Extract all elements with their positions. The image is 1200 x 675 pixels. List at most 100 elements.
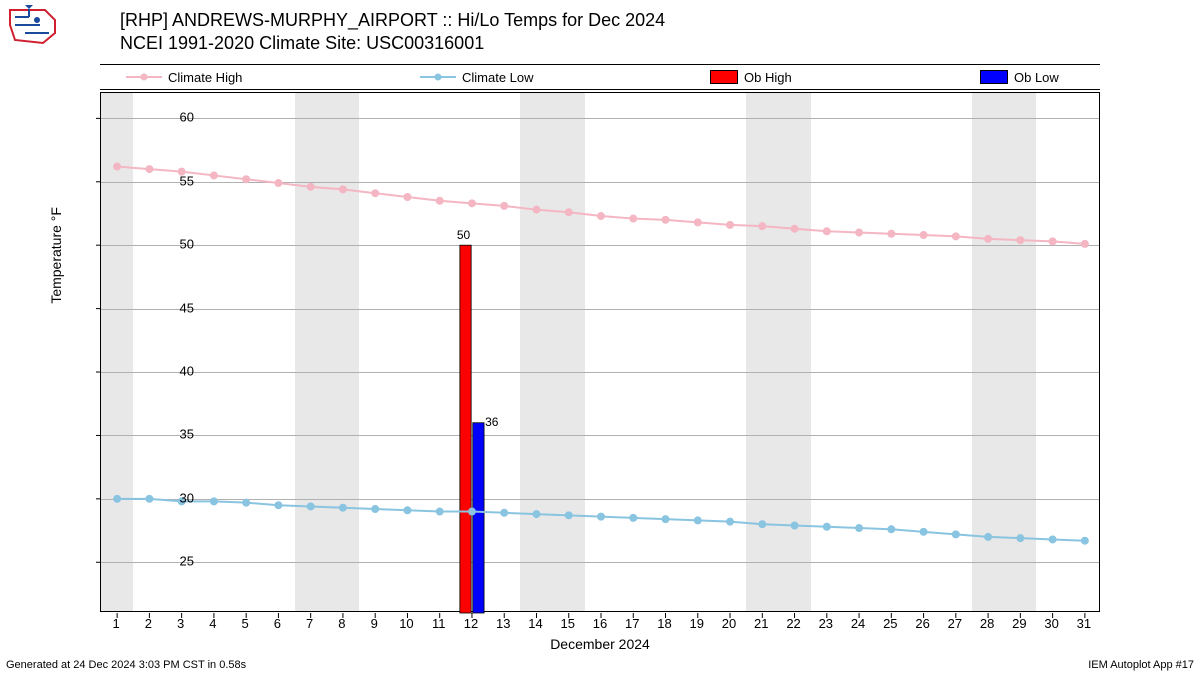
climate-low-marker	[791, 522, 798, 529]
legend-label: Ob High	[744, 70, 792, 85]
legend-swatch	[420, 70, 456, 84]
climate-high-marker	[791, 225, 798, 232]
title-line1: [RHP] ANDREWS-MURPHY_AIRPORT :: Hi/Lo Te…	[120, 10, 665, 31]
x-tick-label: 1	[101, 616, 131, 631]
legend-item: Climate Low	[420, 70, 534, 85]
y-tick-label: 25	[154, 554, 194, 569]
climate-high-marker	[436, 197, 443, 204]
x-tick-label: 21	[746, 616, 776, 631]
y-tick-label: 45	[154, 300, 194, 315]
climate-high-marker	[727, 221, 734, 228]
y-tick-label: 60	[154, 110, 194, 125]
x-tick-label: 11	[424, 616, 454, 631]
climate-low-marker	[823, 523, 830, 530]
climate-low-marker	[210, 498, 217, 505]
climate-high-marker	[952, 233, 959, 240]
iem-logo	[5, 5, 60, 45]
x-axis-label: December 2024	[0, 636, 1200, 652]
legend-label: Ob Low	[1014, 70, 1059, 85]
climate-low-marker	[662, 516, 669, 523]
x-tick-label: 16	[585, 616, 615, 631]
legend-swatch	[710, 70, 738, 84]
climate-low-marker	[307, 503, 314, 510]
x-tick-label: 27	[940, 616, 970, 631]
ob-bar	[473, 423, 484, 613]
x-tick-label: 14	[520, 616, 550, 631]
footer-right: IEM Autoplot App #17	[1088, 659, 1194, 671]
climate-low-marker	[985, 533, 992, 540]
x-tick-label: 25	[875, 616, 905, 631]
climate-high-marker	[307, 183, 314, 190]
footer-left: Generated at 24 Dec 2024 3:03 PM CST in …	[6, 659, 246, 671]
climate-low-marker	[468, 508, 475, 515]
chart-title: [RHP] ANDREWS-MURPHY_AIRPORT :: Hi/Lo Te…	[120, 10, 665, 54]
climate-low-marker	[243, 499, 250, 506]
climate-low-marker	[1049, 536, 1056, 543]
x-tick-label: 22	[779, 616, 809, 631]
x-tick-label: 17	[617, 616, 647, 631]
x-tick-label: 28	[972, 616, 1002, 631]
climate-high-marker	[565, 209, 572, 216]
x-tick-label: 26	[908, 616, 938, 631]
climate-high-marker	[339, 186, 346, 193]
climate-high-line	[117, 167, 1085, 244]
climate-high-marker	[920, 232, 927, 239]
climate-low-marker	[114, 495, 121, 502]
legend-item: Climate High	[126, 70, 242, 85]
climate-high-marker	[114, 163, 121, 170]
climate-high-marker	[630, 215, 637, 222]
plot-area	[100, 92, 1100, 612]
x-tick-label: 10	[391, 616, 421, 631]
climate-low-marker	[727, 518, 734, 525]
legend-item: Ob Low	[980, 70, 1059, 85]
x-tick-label: 20	[714, 616, 744, 631]
climate-low-marker	[1017, 535, 1024, 542]
x-tick-label: 7	[295, 616, 325, 631]
climate-high-marker	[759, 223, 766, 230]
x-tick-label: 30	[1037, 616, 1067, 631]
x-tick-label: 2	[133, 616, 163, 631]
climate-high-marker	[210, 172, 217, 179]
y-tick-label: 50	[154, 237, 194, 252]
climate-low-marker	[501, 509, 508, 516]
climate-low-marker	[1081, 537, 1088, 544]
x-tick-label: 23	[811, 616, 841, 631]
climate-low-marker	[146, 495, 153, 502]
x-tick-label: 29	[1004, 616, 1034, 631]
ob-bar	[460, 245, 471, 613]
y-tick-label: 55	[154, 173, 194, 188]
climate-low-marker	[598, 513, 605, 520]
climate-low-marker	[630, 514, 637, 521]
x-tick-label: 19	[682, 616, 712, 631]
climate-high-marker	[501, 202, 508, 209]
y-tick-label: 30	[154, 490, 194, 505]
x-tick-label: 13	[488, 616, 518, 631]
y-axis-label: Temperature °F	[48, 207, 64, 304]
bar-label: 36	[485, 415, 498, 429]
climate-low-marker	[565, 512, 572, 519]
x-tick-label: 12	[456, 616, 486, 631]
climate-low-marker	[952, 531, 959, 538]
x-tick-label: 18	[650, 616, 680, 631]
climate-high-marker	[1049, 238, 1056, 245]
legend: Climate High Climate Low Ob High Ob Low	[100, 64, 1100, 90]
climate-low-marker	[759, 521, 766, 528]
climate-high-marker	[468, 200, 475, 207]
legend-swatch	[980, 70, 1008, 84]
x-tick-label: 8	[327, 616, 357, 631]
climate-high-marker	[404, 194, 411, 201]
climate-high-marker	[243, 176, 250, 183]
climate-low-marker	[920, 528, 927, 535]
climate-low-marker	[436, 508, 443, 515]
climate-high-marker	[598, 213, 605, 220]
x-tick-label: 4	[198, 616, 228, 631]
climate-low-marker	[856, 525, 863, 532]
climate-high-marker	[275, 180, 282, 187]
y-tick-label: 35	[154, 427, 194, 442]
climate-low-marker	[694, 517, 701, 524]
climate-low-marker	[372, 506, 379, 513]
climate-high-marker	[1017, 237, 1024, 244]
legend-label: Climate Low	[462, 70, 534, 85]
climate-high-marker	[856, 229, 863, 236]
title-line2: NCEI 1991-2020 Climate Site: USC00316001	[120, 33, 665, 54]
